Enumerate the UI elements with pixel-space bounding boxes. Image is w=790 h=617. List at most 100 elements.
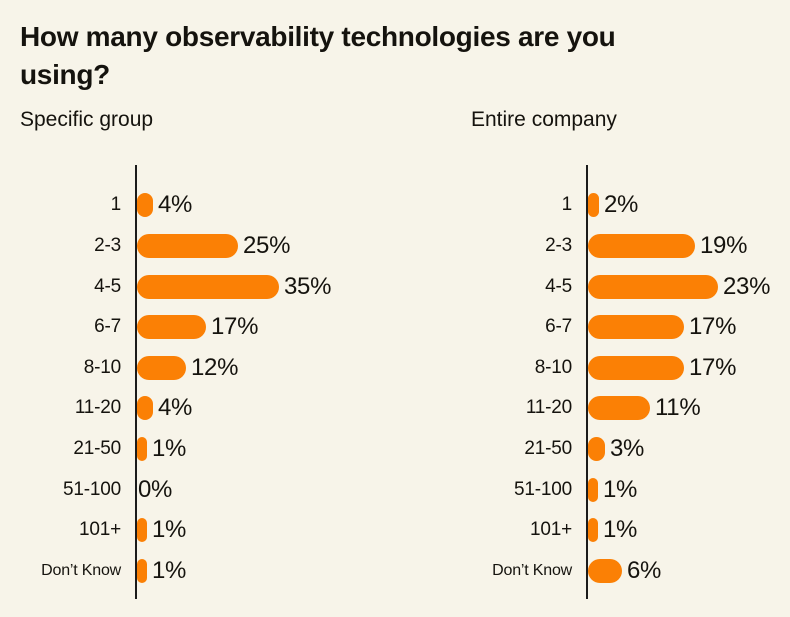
chart-row: 8-10 12% <box>20 348 471 389</box>
category-label: 101+ <box>530 519 572 541</box>
chart-area: 1 4% 2-3 25% 4-5 35% 6-7 17% 8-10 12% 11-20 4% 21-50… <box>20 165 471 600</box>
chart-row: 4-5 23% <box>471 266 770 307</box>
bar-zone: 1% <box>588 516 637 544</box>
value-label: 1% <box>152 556 187 584</box>
chart-row: 21-50 3% <box>471 429 770 470</box>
value-label: 23% <box>723 272 771 300</box>
bar-zone: 17% <box>137 313 258 341</box>
category-label: Don’t Know <box>492 561 572 579</box>
bar <box>588 518 598 543</box>
chart-row: 11-20 4% <box>20 388 471 429</box>
chart-question-title: How many observability technologies are … <box>20 21 616 91</box>
category-label: 21-50 <box>73 438 121 460</box>
bar <box>588 355 684 380</box>
value-label: 1% <box>152 516 187 544</box>
value-label: 2% <box>604 191 639 219</box>
category-label: 2-3 <box>545 235 572 257</box>
bar <box>588 396 650 421</box>
bar-zone: 35% <box>137 273 331 301</box>
bar-zone: 0% <box>137 476 172 504</box>
chart-row: 2-3 25% <box>20 226 471 267</box>
bar-zone: 1% <box>137 516 186 544</box>
bar-zone: 4% <box>137 394 192 422</box>
value-label: 6% <box>627 556 662 584</box>
chart-rows: 1 2% 2-3 19% 4-5 23% 6-7 17% 8-10 17% 11-20 11% 21-5… <box>471 185 770 591</box>
value-label: 0% <box>138 475 173 503</box>
chart-row: 1 4% <box>20 185 471 226</box>
category-label: 6-7 <box>94 316 121 338</box>
chart-specific-group: Specific group 1 4% 2-3 25% 4-5 35% 6-7 17% 8-10… <box>20 108 471 600</box>
chart-area: 1 2% 2-3 19% 4-5 23% 6-7 17% 8-10 17% 11-20 11% 21-5… <box>471 165 770 600</box>
category-label: 2-3 <box>94 235 121 257</box>
category-label: 4-5 <box>94 275 121 297</box>
bar-zone: 12% <box>137 354 238 382</box>
chart-row: 11-20 11% <box>471 388 770 429</box>
category-label: 1 <box>561 194 573 216</box>
chart-row: 6-7 17% <box>20 307 471 348</box>
chart-row: 101+ 1% <box>471 510 770 551</box>
value-label: 19% <box>700 232 748 260</box>
value-label: 1% <box>152 435 187 463</box>
bar-zone: 17% <box>588 313 736 341</box>
bar <box>588 193 599 218</box>
value-label: 12% <box>191 353 239 381</box>
y-axis-line <box>135 165 137 600</box>
bar-zone: 1% <box>137 557 186 585</box>
chart-rows: 1 4% 2-3 25% 4-5 35% 6-7 17% 8-10 12% 11-20 4% 21-50… <box>20 185 471 591</box>
bar <box>137 234 238 259</box>
bar-zone: 2% <box>588 191 638 219</box>
bar-zone: 3% <box>588 435 644 463</box>
chart-subtitle-entire-company: Entire company <box>471 108 617 132</box>
value-label: 17% <box>211 313 259 341</box>
value-label: 4% <box>158 191 193 219</box>
bar <box>588 558 622 583</box>
category-label: Don’t Know <box>41 561 121 579</box>
chart-row: 1 2% <box>471 185 770 226</box>
bar <box>588 437 605 462</box>
bar-zone: 19% <box>588 232 747 260</box>
value-label: 17% <box>689 353 737 381</box>
chart-row: 6-7 17% <box>471 307 770 348</box>
chart-row: 101+ 1% <box>20 510 471 551</box>
bar <box>137 558 147 583</box>
chart-row: 21-50 1% <box>20 429 471 470</box>
value-label: 4% <box>158 394 193 422</box>
category-label: 4-5 <box>545 275 572 297</box>
chart-row: 8-10 17% <box>471 348 770 389</box>
value-label: 1% <box>603 475 638 503</box>
bar-zone: 25% <box>137 232 290 260</box>
bar <box>588 315 684 340</box>
chart-subtitle-specific-group: Specific group <box>20 108 154 132</box>
chart-row: 4-5 35% <box>20 266 471 307</box>
bar-zone: 11% <box>588 394 701 422</box>
category-label: 51-100 <box>63 478 121 500</box>
bar <box>137 193 153 218</box>
bar-zone: 23% <box>588 273 770 301</box>
value-label: 11% <box>655 394 701 422</box>
category-label: 6-7 <box>545 316 572 338</box>
value-label: 35% <box>284 272 332 300</box>
y-axis-line <box>586 165 588 600</box>
bar-zone: 4% <box>137 191 192 219</box>
category-label: 11-20 <box>74 397 121 419</box>
chart-row: 51-100 0% <box>20 469 471 510</box>
chart-row: 51-100 1% <box>471 469 770 510</box>
bar <box>588 234 695 259</box>
bar <box>137 355 186 380</box>
bar <box>137 396 153 421</box>
charts-container: Specific group 1 4% 2-3 25% 4-5 35% 6-7 17% 8-10… <box>20 108 770 600</box>
category-label: 8-10 <box>534 356 572 378</box>
chart-row: Don’t Know 1% <box>20 551 471 592</box>
category-label: 8-10 <box>83 356 121 378</box>
category-label: 51-100 <box>514 478 572 500</box>
bar <box>137 274 279 299</box>
bar-zone: 17% <box>588 354 736 382</box>
bar-zone: 6% <box>588 557 661 585</box>
category-label: 101+ <box>79 519 121 541</box>
bar-zone: 1% <box>588 476 637 504</box>
bar <box>588 477 598 502</box>
category-label: 1 <box>110 194 122 216</box>
bar-zone: 1% <box>137 435 186 463</box>
chart-row: Don’t Know 6% <box>471 551 770 592</box>
